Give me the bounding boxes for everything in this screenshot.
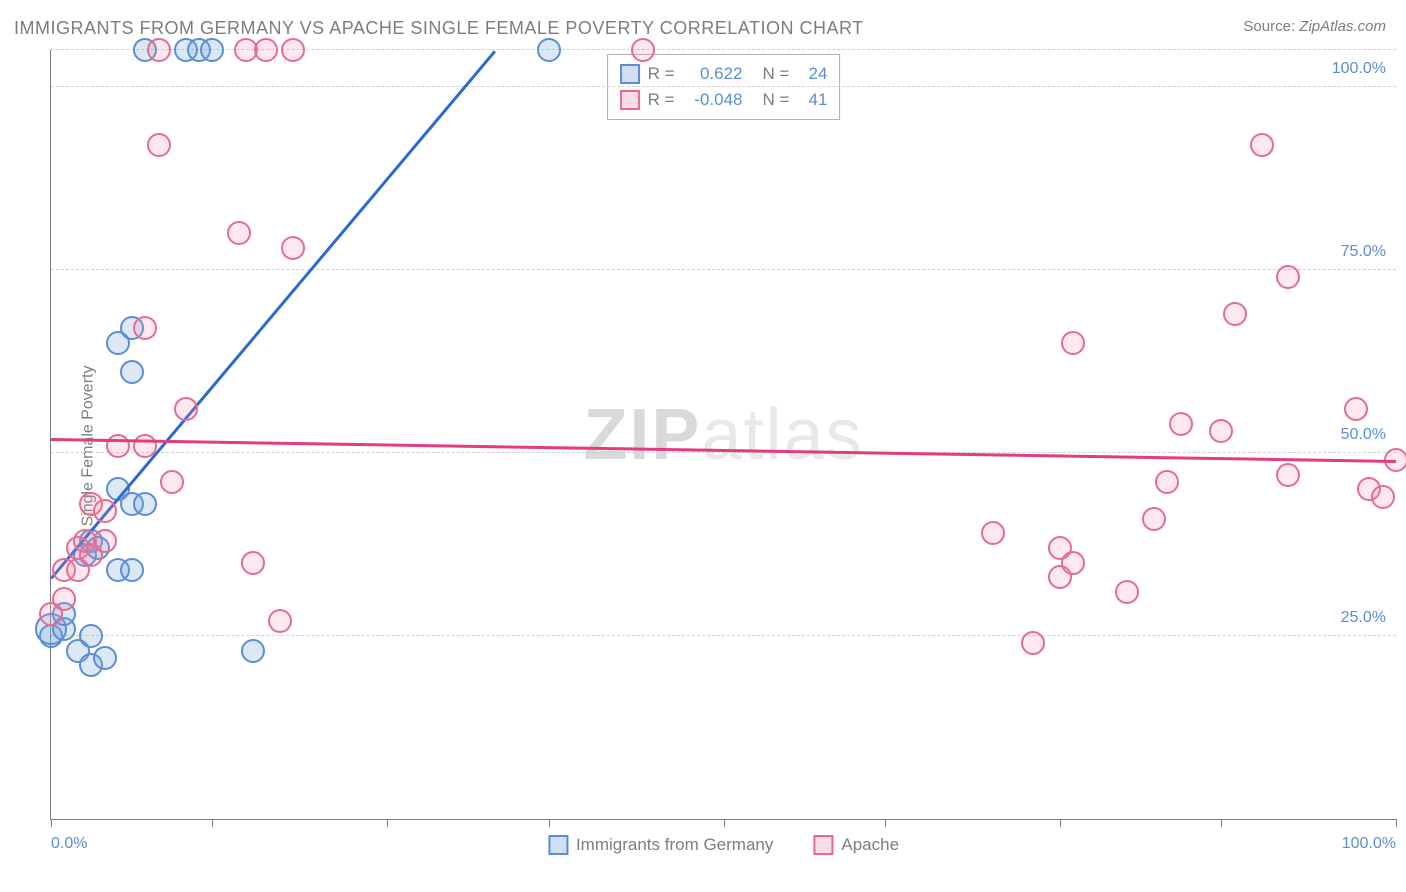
- data-point: [1115, 580, 1139, 604]
- data-point: [93, 499, 117, 523]
- swatch-pink-icon: [620, 90, 640, 110]
- n-value-pink: 41: [797, 87, 827, 113]
- data-point: [1061, 551, 1085, 575]
- data-point: [1061, 331, 1085, 355]
- legend-label-pink: Apache: [841, 835, 899, 855]
- source-prefix: Source:: [1243, 18, 1299, 35]
- data-point: [281, 38, 305, 62]
- watermark: ZIPatlas: [583, 394, 863, 476]
- x-tick: [51, 819, 52, 827]
- x-tick: [1060, 819, 1061, 827]
- legend-label-blue: Immigrants from Germany: [576, 835, 773, 855]
- data-point: [147, 38, 171, 62]
- swatch-pink-icon: [813, 835, 833, 855]
- data-point: [1021, 631, 1045, 655]
- data-point: [1223, 302, 1247, 326]
- n-value-blue: 24: [797, 61, 827, 87]
- gridline: [51, 86, 1396, 87]
- data-point: [79, 624, 103, 648]
- x-tick: [724, 819, 725, 827]
- swatch-blue-icon: [620, 64, 640, 84]
- x-tick-label: 0.0%: [51, 835, 87, 853]
- trend-line: [50, 50, 496, 579]
- data-point: [133, 434, 157, 458]
- y-tick-label: 100.0%: [1332, 60, 1386, 78]
- gridline: [51, 635, 1396, 636]
- data-point: [1344, 397, 1368, 421]
- legend-item-blue: Immigrants from Germany: [548, 835, 773, 855]
- data-point: [147, 133, 171, 157]
- r-label: R =: [648, 87, 675, 113]
- data-point: [981, 521, 1005, 545]
- data-point: [268, 609, 292, 633]
- x-tick: [212, 819, 213, 827]
- y-tick-label: 25.0%: [1341, 609, 1386, 627]
- legend-row-pink: R = -0.048 N = 41: [620, 87, 828, 113]
- watermark-text-b: atlas: [701, 395, 863, 475]
- data-point: [631, 38, 655, 62]
- r-value-blue: 0.622: [683, 61, 743, 87]
- data-point: [227, 221, 251, 245]
- data-point: [254, 38, 278, 62]
- x-tick-label: 100.0%: [1342, 835, 1396, 853]
- data-point: [93, 646, 117, 670]
- data-point: [174, 397, 198, 421]
- data-point: [281, 236, 305, 260]
- swatch-blue-icon: [548, 835, 568, 855]
- data-point: [241, 639, 265, 663]
- chart-title: IMMIGRANTS FROM GERMANY VS APACHE SINGLE…: [14, 18, 864, 39]
- statistics-legend: R = 0.622 N = 24 R = -0.048 N = 41: [607, 54, 841, 120]
- data-point: [537, 38, 561, 62]
- x-tick: [885, 819, 886, 827]
- data-point: [133, 316, 157, 340]
- data-point: [106, 434, 130, 458]
- data-point: [200, 38, 224, 62]
- x-tick: [549, 819, 550, 827]
- data-point: [1276, 265, 1300, 289]
- source-attribution: Source: ZipAtlas.com: [1243, 18, 1386, 35]
- gridline: [51, 452, 1396, 453]
- data-point: [1142, 507, 1166, 531]
- scatter-plot-area: ZIPatlas R = 0.622 N = 24 R = -0.048 N =…: [50, 50, 1396, 820]
- x-tick: [387, 819, 388, 827]
- gridline: [51, 269, 1396, 270]
- data-point: [1209, 419, 1233, 443]
- trend-line: [51, 438, 1396, 462]
- series-legend: Immigrants from Germany Apache: [548, 835, 899, 855]
- data-point: [1155, 470, 1179, 494]
- legend-item-pink: Apache: [813, 835, 899, 855]
- data-point: [1169, 412, 1193, 436]
- x-tick: [1396, 819, 1397, 827]
- data-point: [120, 360, 144, 384]
- y-tick-label: 50.0%: [1341, 426, 1386, 444]
- n-label: N =: [763, 61, 790, 87]
- r-value-pink: -0.048: [683, 87, 743, 113]
- y-tick-label: 75.0%: [1341, 243, 1386, 261]
- watermark-text-a: ZIP: [583, 395, 701, 475]
- data-point: [1250, 133, 1274, 157]
- data-point: [93, 529, 117, 553]
- r-label: R =: [648, 61, 675, 87]
- data-point: [1276, 463, 1300, 487]
- x-tick: [1221, 819, 1222, 827]
- data-point: [160, 470, 184, 494]
- data-point: [120, 558, 144, 582]
- source-name: ZipAtlas.com: [1299, 18, 1386, 35]
- data-point: [133, 492, 157, 516]
- n-label: N =: [763, 87, 790, 113]
- data-point: [241, 551, 265, 575]
- data-point: [52, 587, 76, 611]
- data-point: [1371, 485, 1395, 509]
- legend-row-blue: R = 0.622 N = 24: [620, 61, 828, 87]
